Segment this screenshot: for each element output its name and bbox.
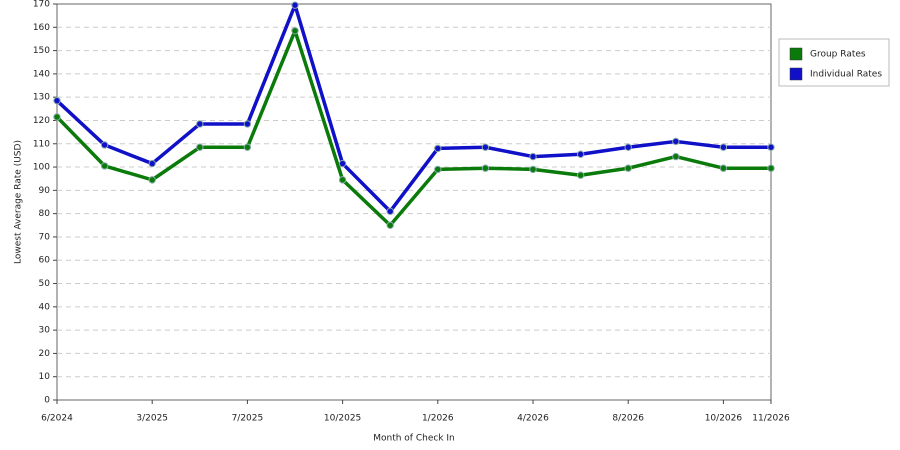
y-tick-label: 20 [39, 349, 51, 359]
x-tick-label: 6/2024 [41, 414, 73, 424]
point [148, 159, 156, 168]
point [291, 27, 299, 35]
point [53, 96, 61, 105]
y-tick-label: 150 [33, 46, 50, 56]
x-axis-title: Month of Check In [373, 434, 455, 444]
y-tick-label: 60 [39, 256, 51, 266]
legend-label: Individual Rates [810, 70, 882, 80]
y-tick-label: 70 [39, 232, 51, 242]
y-tick-label: 40 [39, 302, 51, 312]
point [338, 159, 347, 168]
series-line [55, 3, 771, 214]
y-tick-label: 100 [33, 163, 50, 173]
point [338, 176, 347, 184]
y-tick-label: 140 [33, 69, 50, 79]
y-tick-label: 120 [33, 116, 50, 126]
point [291, 1, 299, 9]
point [100, 141, 109, 149]
point [196, 143, 204, 151]
point [196, 120, 204, 128]
point [386, 221, 394, 229]
point [386, 207, 394, 216]
point [719, 164, 728, 172]
point [481, 143, 490, 151]
point [243, 143, 252, 151]
point [529, 165, 537, 174]
x-tick-label: 10/2025 [324, 414, 361, 424]
y-tick-label: 80 [39, 209, 51, 219]
point [100, 162, 109, 170]
point [434, 144, 442, 153]
point [719, 143, 728, 151]
y-axis-title: Lowest Average Rate (USD) [14, 140, 24, 264]
point [672, 137, 680, 146]
point [624, 143, 632, 151]
x-tick-label: 4/2026 [517, 414, 549, 424]
point [672, 152, 680, 161]
legend-swatch [789, 47, 803, 61]
y-tick-label: 10 [39, 372, 51, 382]
x-tick-label: 1/2026 [422, 414, 454, 424]
legend-label: Group Rates [810, 50, 866, 60]
x-tick-label: 3/2025 [136, 414, 168, 424]
point [767, 164, 775, 172]
point [53, 113, 61, 121]
y-tick-label: 160 [33, 23, 50, 33]
y-tick-label: 170 [33, 0, 50, 10]
point [529, 152, 537, 161]
plot-frame [56, 3, 772, 401]
point [576, 171, 585, 179]
series-line [55, 29, 771, 228]
x-tick-label: 11/2026 [752, 414, 790, 424]
y-tick-label: 30 [39, 326, 51, 336]
y-tick-label: 110 [33, 139, 50, 149]
y-tick-label: 90 [39, 186, 51, 196]
point [148, 176, 156, 184]
point [624, 164, 632, 172]
y-tick-label: 0 [44, 396, 50, 406]
point [434, 165, 442, 174]
point [243, 120, 252, 128]
x-tick-label: 7/2025 [232, 414, 264, 424]
point [481, 164, 490, 172]
point [576, 150, 585, 158]
y-tick-label: 130 [33, 93, 50, 103]
legend-swatch [789, 67, 803, 81]
y-tick-label: 50 [39, 279, 51, 289]
x-tick-label: 10/2026 [705, 414, 743, 424]
x-tick-label: 8/2026 [612, 414, 644, 424]
point [767, 143, 775, 151]
